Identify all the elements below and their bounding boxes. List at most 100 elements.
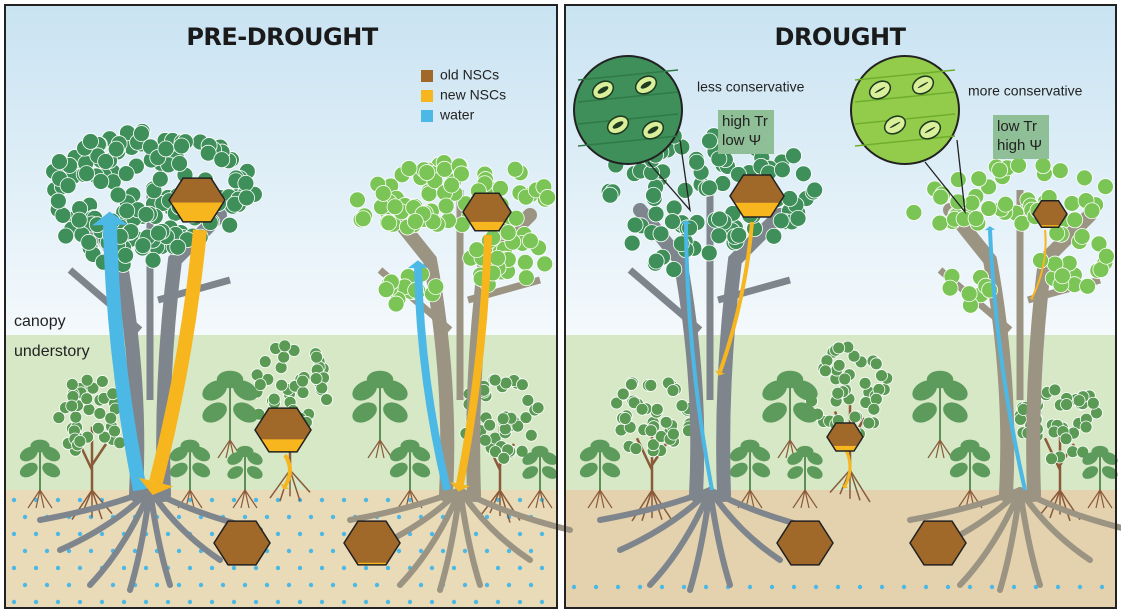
water-dot [165,531,171,537]
water-dot [1099,584,1105,590]
water-dot [363,497,369,503]
seedling-leaf [793,402,818,423]
root [499,489,511,523]
water-dot [506,582,512,588]
hex-outline [213,520,271,566]
leaf [387,295,405,313]
leaf [517,269,535,287]
leaf [626,216,644,234]
water-dot [176,514,182,520]
root [379,439,393,459]
water-dot [88,548,94,554]
leaf [54,206,72,224]
leaf [1066,211,1084,229]
leaf [1086,396,1100,410]
leaf [49,192,67,210]
water-dot [143,565,149,571]
root [1017,487,1043,588]
water-dot [319,599,325,605]
leaf [701,132,718,150]
hex-outline [168,177,226,223]
water-dot [319,531,325,537]
root [939,439,945,459]
water-dot [363,565,369,571]
water-dot [231,599,237,605]
water-dot [484,514,490,520]
pore [874,86,886,94]
leaf [806,181,824,199]
water-dot [539,531,545,537]
water-dot [242,582,248,588]
leaf [645,186,662,204]
leaf [1073,228,1091,245]
leaf [1060,398,1073,411]
seedling-leaf [522,466,538,479]
leaf [832,358,846,372]
leaf [625,377,638,391]
water-dot [187,497,193,503]
leaf [516,253,534,271]
water-dot [473,531,479,537]
leaf [1072,394,1086,408]
root [217,439,231,459]
leaf [238,189,255,207]
water-dot [77,497,83,503]
leaf [667,427,680,441]
water-dot [275,497,281,503]
leaf [296,386,310,399]
root [457,487,533,563]
flow-arrow [988,229,1027,491]
water-dot [571,584,577,590]
water-dot [44,548,50,554]
root [595,489,601,509]
seedling-leaf [943,402,968,423]
seedling-leaf [19,462,38,478]
leaf [1034,157,1052,175]
root [849,469,871,503]
nsc-hex [827,422,863,452]
leaf [932,188,950,206]
leaf [664,213,681,230]
arrow-head [138,477,174,496]
leaf [862,416,876,430]
leaf [171,155,188,172]
root [785,439,791,459]
water-dot [495,565,501,571]
root [397,489,411,509]
leaf [65,399,79,413]
root [957,487,1023,588]
water-dot [11,599,17,605]
leaf [69,410,83,424]
water-dot [297,599,303,605]
leaf [1097,178,1114,196]
leaf [1048,383,1062,397]
leaf [108,424,121,438]
water-dot [385,565,391,571]
root [87,487,153,588]
cell-wall [577,69,679,81]
leaf [644,378,658,392]
arrow-head [449,482,471,492]
leaf [151,170,169,188]
leaf [539,189,557,206]
leaf [221,216,239,234]
leaf [629,442,643,456]
water-dot [341,497,347,503]
nsc-hex [777,521,833,565]
nsc-new [255,439,311,452]
seedling-leaf [192,462,211,478]
water-dot [539,599,545,605]
pore [647,126,659,134]
water-dot [297,531,303,537]
root [375,439,381,459]
leaf [157,140,175,158]
root [1099,489,1105,509]
water-dot [341,565,347,571]
leaf [980,200,998,217]
pore [640,81,652,89]
seedling-leaf [787,466,803,479]
water-dot [615,584,621,590]
root [957,489,971,509]
water-dot [429,531,435,537]
seedling-leaf [602,462,621,478]
